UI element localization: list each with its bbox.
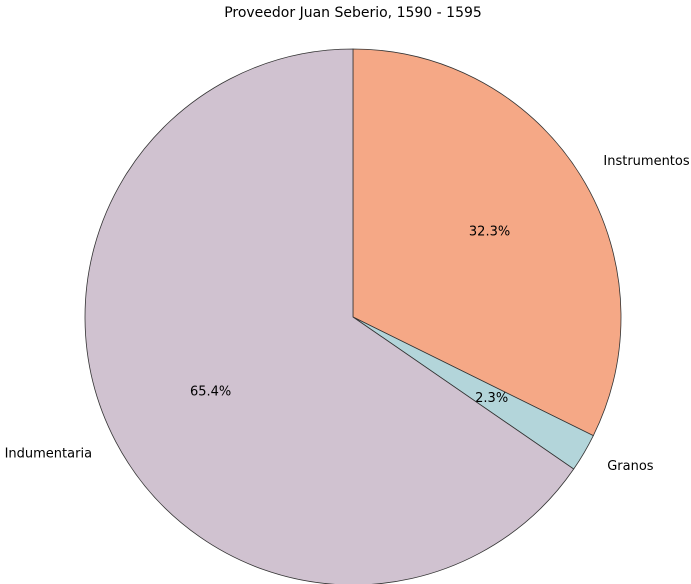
pie-slice	[84, 48, 575, 584]
percent-label: 65.4%	[190, 384, 231, 399]
slice-label: Granos	[607, 459, 654, 474]
chart-title: Proveedor Juan Seberio, 1590 - 1595	[224, 5, 482, 21]
slice-label: Instrumentos	[603, 154, 689, 169]
percent-label: 32.3%	[469, 225, 510, 240]
pie-slice	[352, 48, 622, 437]
slice-label: Indumentaria	[5, 447, 92, 462]
percent-label: 2.3%	[475, 391, 508, 406]
